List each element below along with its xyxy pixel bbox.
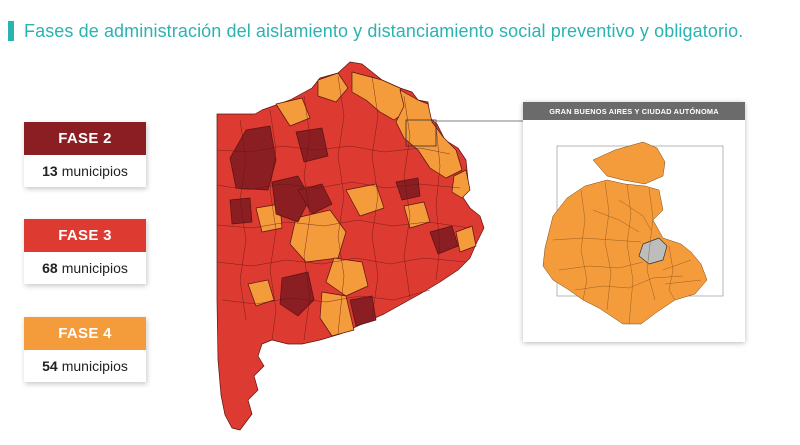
caba-region bbox=[638, 237, 668, 265]
region-east-darkred-1 bbox=[429, 225, 459, 255]
region-east-orange bbox=[403, 201, 431, 229]
legend-fase-2-label: FASE 2 bbox=[24, 122, 146, 155]
region-northeast-orange bbox=[351, 71, 409, 121]
gba-locator-box bbox=[405, 119, 437, 147]
legend-fase-3-label: FASE 3 bbox=[24, 219, 146, 252]
legend-fase-3-unit: municipios bbox=[61, 260, 128, 276]
legend-fase-4-count: 54 municipios bbox=[24, 350, 146, 382]
region-center-orange-1 bbox=[289, 209, 347, 263]
gba-delta-region bbox=[592, 141, 666, 185]
legend-fase-4-label: FASE 4 bbox=[24, 317, 146, 350]
legend-fase-3-count: 68 municipios bbox=[24, 252, 146, 284]
region-south-darkred-2 bbox=[349, 295, 377, 327]
region-delta-orange bbox=[395, 89, 463, 179]
page-header: Fases de administración del aislamiento … bbox=[8, 20, 743, 42]
legend-fase-4-unit: municipios bbox=[61, 358, 128, 374]
legend-fase-2-number: 13 bbox=[42, 163, 58, 179]
legend-fase-2-unit: municipios bbox=[61, 163, 128, 179]
page-title: Fases de administración del aislamiento … bbox=[24, 20, 744, 41]
legend-fase-3-number: 68 bbox=[42, 260, 58, 276]
legend-fase-2-count: 13 municipios bbox=[24, 155, 146, 187]
legend-card-fase-2: FASE 2 13 municipios bbox=[24, 122, 146, 187]
legend-card-fase-4: FASE 4 54 municipios bbox=[24, 317, 146, 382]
gba-inset-svg bbox=[542, 141, 724, 325]
legend-card-fase-3: FASE 3 68 municipios bbox=[24, 219, 146, 284]
region-west-darkred-1 bbox=[229, 125, 277, 191]
province-base-region bbox=[216, 61, 485, 431]
gba-main-region bbox=[542, 179, 708, 325]
region-center-orange-2 bbox=[345, 183, 385, 217]
region-southwest-orange bbox=[247, 279, 275, 307]
region-east-darkred-2 bbox=[395, 177, 421, 201]
region-north-orange bbox=[317, 72, 349, 103]
region-center-darkred-1 bbox=[271, 175, 311, 223]
gba-municipal-borders bbox=[552, 181, 702, 325]
gba-inset-map: GRAN BUENOS AIRES Y CIUDAD AUTÓNOMA bbox=[523, 102, 745, 342]
region-coast-north-orange bbox=[451, 169, 471, 199]
inset-title: GRAN BUENOS AIRES Y CIUDAD AUTÓNOMA bbox=[523, 102, 745, 120]
legend-fase-4-number: 54 bbox=[42, 358, 58, 374]
region-north-west-orange bbox=[275, 97, 311, 127]
region-southeast-orange bbox=[455, 225, 477, 253]
region-center-orange-3 bbox=[325, 257, 369, 297]
region-west-darkred-2 bbox=[295, 127, 329, 163]
province-shape bbox=[216, 61, 485, 431]
region-west-darkred-3 bbox=[229, 197, 253, 225]
municipal-borders bbox=[216, 75, 471, 341]
title-accent-bar bbox=[8, 21, 14, 41]
